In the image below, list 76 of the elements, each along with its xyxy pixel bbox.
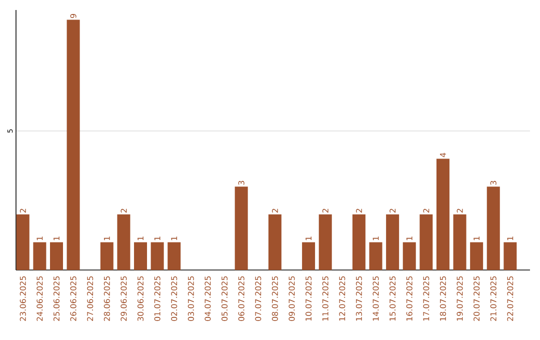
x-tick-label: 29.06.2025: [120, 276, 127, 321]
x-tick-label: 10.07.2025: [306, 276, 312, 321]
data-label: 2: [356, 208, 362, 213]
x-tick-label: 20.07.2025: [474, 276, 480, 321]
x-tick-label: 23.06.2025: [20, 276, 26, 321]
bar: [168, 242, 181, 270]
bar: [453, 214, 466, 270]
x-tick-label: 27.06.2025: [87, 276, 94, 321]
bar: [402, 242, 416, 270]
x-tick-label: 06.07.2025: [238, 276, 244, 321]
data-label: 2: [322, 208, 328, 213]
x-tick-label: 08.07.2025: [272, 276, 278, 321]
bar: [386, 214, 400, 270]
x-tick-label: 09.07.2025: [288, 276, 295, 321]
data-label: 2: [20, 208, 26, 213]
bar: [486, 186, 500, 270]
bar: [504, 242, 517, 270]
x-tick-label: 07.07.2025: [255, 276, 262, 321]
x-tick-label: 18.07.2025: [440, 276, 446, 321]
bar: [369, 242, 382, 270]
data-label: 3: [238, 180, 244, 185]
bar: [352, 214, 366, 270]
bar: [16, 214, 30, 270]
data-label: 1: [474, 236, 480, 240]
x-tick-label: 14.07.2025: [372, 276, 379, 321]
bar: [420, 214, 433, 270]
data-label: 1: [54, 236, 60, 240]
x-tick-label: 16.07.2025: [406, 276, 412, 321]
data-label: 2: [272, 208, 278, 213]
x-tick-label: 04.07.2025: [204, 276, 211, 321]
bar: [117, 214, 130, 270]
x-tick-label: 05.07.2025: [221, 276, 228, 321]
x-tick-label: 12.07.2025: [339, 276, 346, 321]
bar: [100, 242, 114, 270]
x-tick-label: 02.07.2025: [171, 276, 178, 321]
bar: [318, 214, 332, 270]
bar: [134, 242, 148, 270]
bar: [66, 20, 80, 270]
data-label: 1: [372, 236, 379, 240]
data-label: 1: [154, 236, 160, 240]
bar: [470, 242, 484, 270]
data-label: 1: [138, 236, 144, 240]
bar: [33, 242, 46, 270]
x-tick-label: 17.07.2025: [423, 276, 430, 321]
data-label: 3: [490, 180, 496, 185]
x-tick-label: 30.06.2025: [137, 276, 144, 321]
data-label: 2: [456, 208, 463, 213]
bar: [268, 214, 282, 270]
bar: [150, 242, 164, 270]
x-tick-label: 11.07.2025: [322, 276, 328, 321]
x-tick-label: 13.07.2025: [356, 276, 362, 321]
bar: [50, 242, 63, 270]
x-tick-label: 19.07.2025: [456, 276, 463, 321]
data-label: 1: [306, 236, 312, 240]
x-tick-label: 21.07.2025: [490, 276, 496, 321]
data-label: 1: [406, 236, 412, 240]
data-label: 2: [390, 208, 396, 213]
data-label: 1: [36, 236, 43, 240]
x-tick-label: 28.06.2025: [104, 276, 110, 321]
data-label: 2: [423, 208, 430, 213]
x-tick-label: 01.07.2025: [154, 276, 160, 321]
x-tick-label: 24.06.2025: [36, 276, 43, 321]
data-label: 1: [104, 236, 110, 240]
data-label: 1: [507, 236, 514, 240]
data-label: 9: [70, 14, 76, 18]
data-label: 4: [440, 152, 446, 158]
bar: [436, 158, 450, 270]
data-label: 1: [171, 236, 178, 240]
x-tick-label: 25.06.2025: [53, 276, 60, 321]
x-tick-label: 26.06.2025: [70, 276, 76, 321]
x-tick-label: 22.07.2025: [507, 276, 514, 321]
data-label: 2: [120, 208, 127, 213]
x-tick-label: 15.07.2025: [390, 276, 396, 321]
x-tick-label: 03.07.2025: [188, 276, 194, 321]
bar: [302, 242, 316, 270]
bar: [234, 186, 248, 270]
